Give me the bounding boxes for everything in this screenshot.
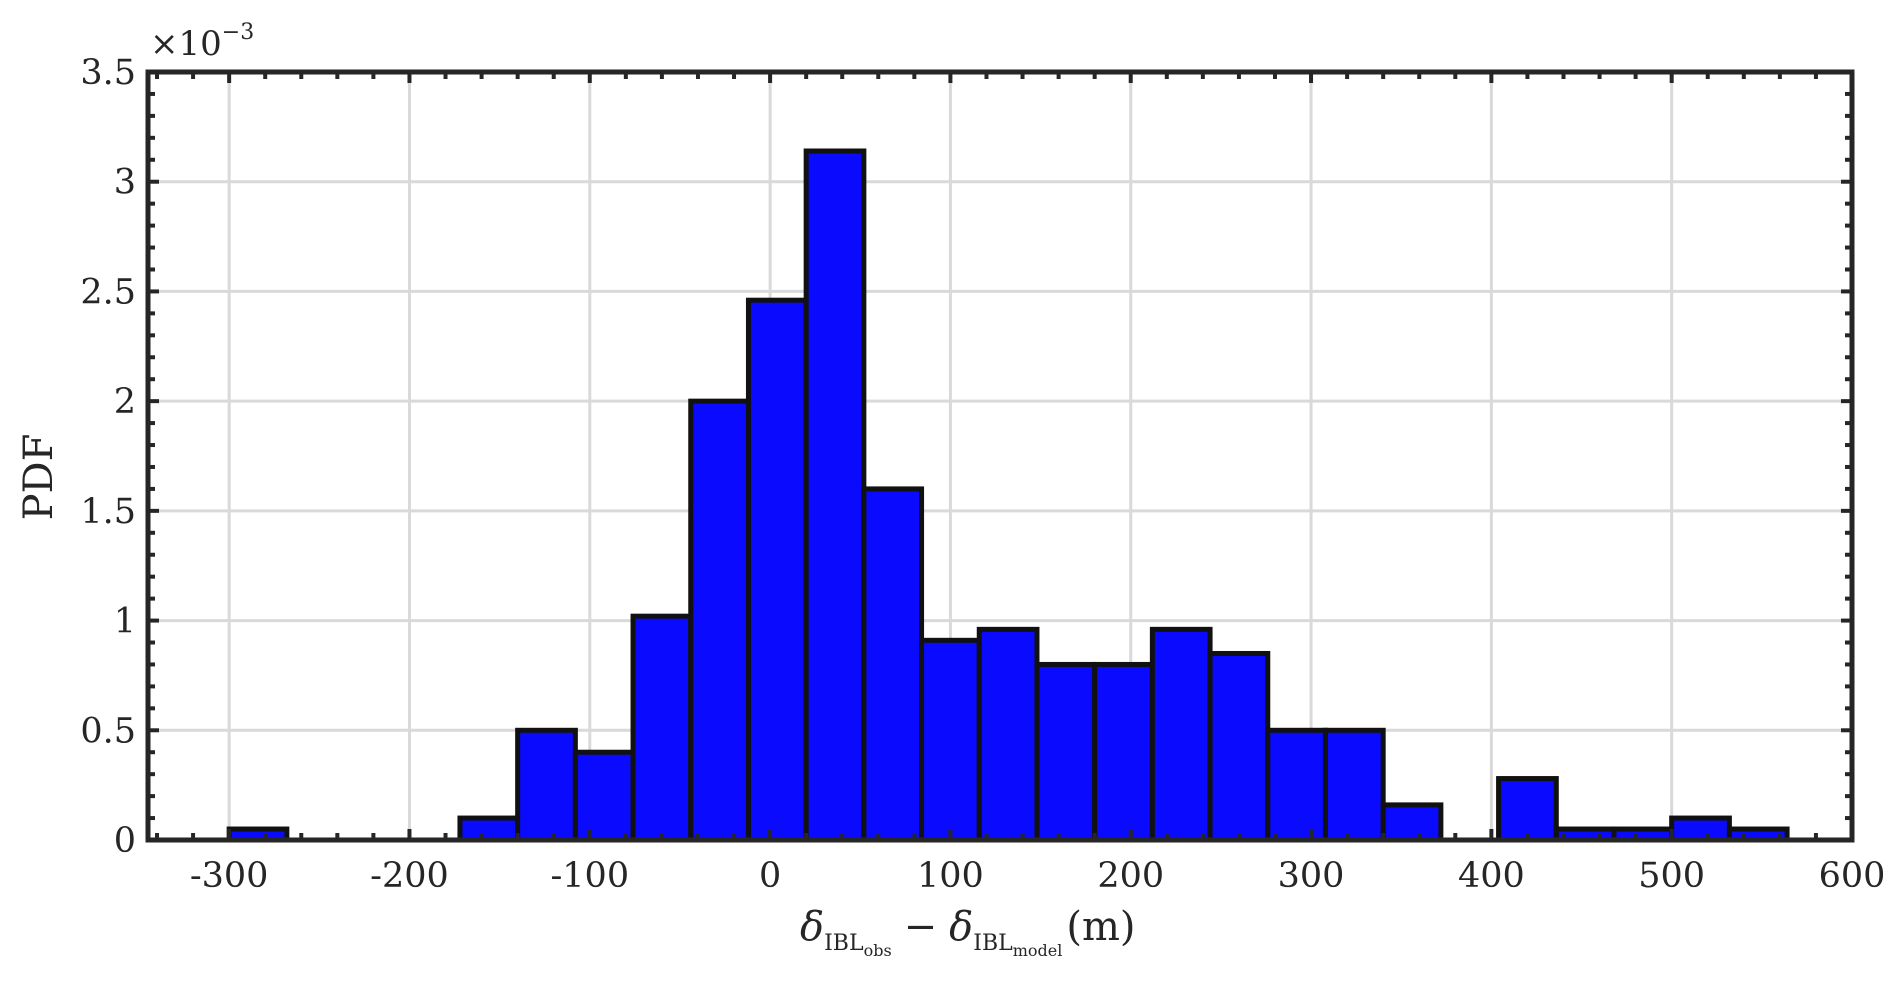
histogram-bar xyxy=(1092,661,1155,843)
x-tick-label: 200 xyxy=(1097,856,1164,896)
x-tick-labels: -300 -200 -100 0 100 200 300 400 500 600 xyxy=(190,856,1886,896)
histogram-bar xyxy=(745,297,809,843)
y-tick-label: 1.5 xyxy=(80,492,136,532)
histogram-bar xyxy=(1207,650,1271,843)
x-tick-label: 400 xyxy=(1458,856,1525,896)
histogram-bar xyxy=(1322,727,1386,843)
x-tick-label: 500 xyxy=(1638,856,1705,896)
histogram-bar xyxy=(457,815,521,843)
y-multiplier: ×10−3 xyxy=(150,20,254,64)
histogram-bar xyxy=(919,637,982,843)
histogram-bars xyxy=(226,148,1790,843)
histogram-bar xyxy=(1034,661,1098,843)
histogram-bar xyxy=(1380,802,1444,843)
histogram-bar xyxy=(1496,776,1559,843)
x-tick-label: -300 xyxy=(190,856,269,896)
histogram-bar xyxy=(861,486,925,843)
y-tick-label: 0.5 xyxy=(80,711,136,751)
histogram-bar xyxy=(803,148,867,843)
y-tick-label: 3 xyxy=(114,163,136,203)
histogram-bar xyxy=(1149,626,1213,843)
x-tick-label: 300 xyxy=(1278,856,1345,896)
y-tick-label: 2 xyxy=(114,382,136,422)
x-tick-label: 600 xyxy=(1819,856,1886,896)
y-tick-label: 1 xyxy=(114,602,136,642)
histogram-bar xyxy=(572,749,636,843)
y-tick-labels: 0 0.5 1 1.5 2 2.5 3 3.5 xyxy=(80,53,136,861)
x-tick-label: 0 xyxy=(759,856,781,896)
y-axis-label: PDF xyxy=(16,434,62,521)
histogram-bar xyxy=(515,727,578,843)
x-tick-label: -200 xyxy=(370,856,449,896)
histogram-bar xyxy=(1669,815,1732,843)
histogram-bar xyxy=(976,626,1040,843)
x-axis-label: δIBLobs− δIBLmodel(m) xyxy=(800,904,1136,960)
x-tick-label: -100 xyxy=(550,856,629,896)
x-tick-label: 100 xyxy=(917,856,984,896)
y-tick-label: 3.5 xyxy=(80,53,136,93)
y-tick-label: 0 xyxy=(114,821,136,861)
plot-frame xyxy=(145,69,1855,843)
histogram-bar xyxy=(630,613,694,843)
y-tick-label: 2.5 xyxy=(80,272,136,312)
histogram-bar xyxy=(688,398,751,843)
histogram-bar xyxy=(1265,727,1328,843)
